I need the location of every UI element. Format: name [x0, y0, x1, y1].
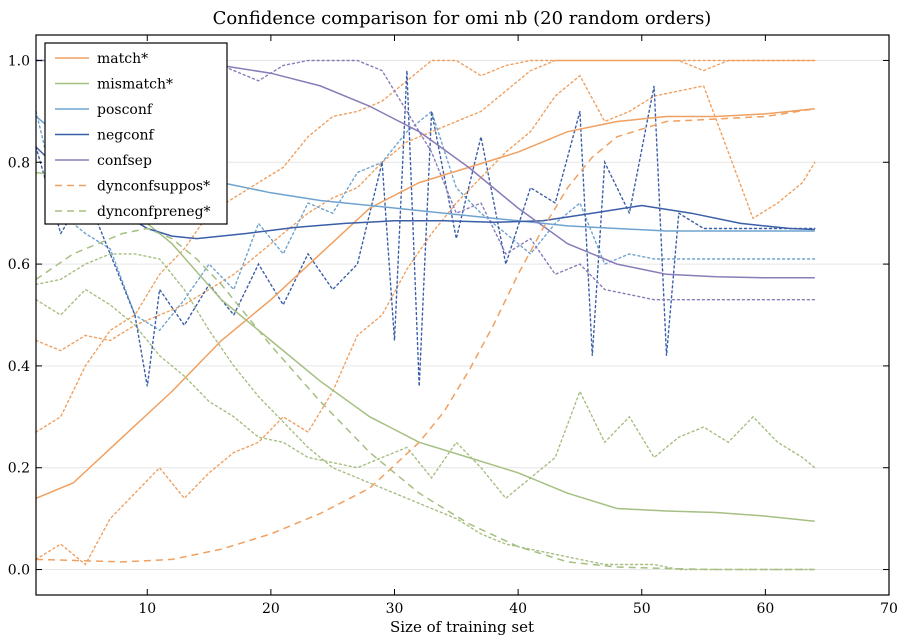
x-tick-label: 30 — [386, 601, 404, 617]
trial-line — [35, 288, 816, 500]
trial-line — [35, 110, 816, 332]
legend-label: posconf — [97, 102, 154, 118]
series-line-dynconfsuppos — [35, 108, 815, 563]
x-tick-label: 40 — [509, 601, 527, 617]
legend-label: dynconfsuppos* — [97, 179, 210, 195]
series-line-match — [35, 108, 815, 499]
y-tick-label: 0.0 — [8, 563, 30, 579]
trial-line — [35, 74, 816, 566]
axis-ticks: 0.0 0.2 0.4 0.6 0.8 1.0 10 20 30 40 50 60 70 — [8, 35, 898, 617]
legend-label: mismatch* — [97, 77, 173, 93]
legend-label: confsep — [97, 153, 152, 169]
trial-line — [35, 59, 816, 433]
y-tick-label: 0.6 — [8, 257, 30, 273]
y-tick-label: 0.8 — [8, 155, 30, 171]
legend: match* mismatch* posconf negconf confsep dync… — [44, 42, 228, 225]
y-tick-label: 0.4 — [8, 359, 30, 375]
x-tick-label: 50 — [633, 601, 651, 617]
x-tick-label: 20 — [262, 601, 280, 617]
legend-label: negconf — [97, 128, 156, 144]
legend-label: dynconfpreneg* — [97, 204, 211, 220]
trial-line — [35, 59, 816, 352]
y-tick-label: 1.0 — [8, 53, 30, 69]
plot-frame — [35, 34, 890, 596]
x-tick-label: 10 — [138, 601, 156, 617]
x-tick-label: 70 — [880, 601, 898, 617]
trial-line — [35, 70, 816, 387]
legend-box — [44, 42, 228, 225]
x-axis-label: Size of training set — [390, 618, 534, 636]
chart-title: Confidence comparison for omi nb (20 ran… — [213, 8, 712, 29]
x-tick-label: 60 — [756, 601, 774, 617]
series-line-dynconfpreneg — [35, 227, 815, 571]
legend-label: match* — [97, 51, 148, 67]
y-tick-label: 0.2 — [8, 461, 30, 477]
